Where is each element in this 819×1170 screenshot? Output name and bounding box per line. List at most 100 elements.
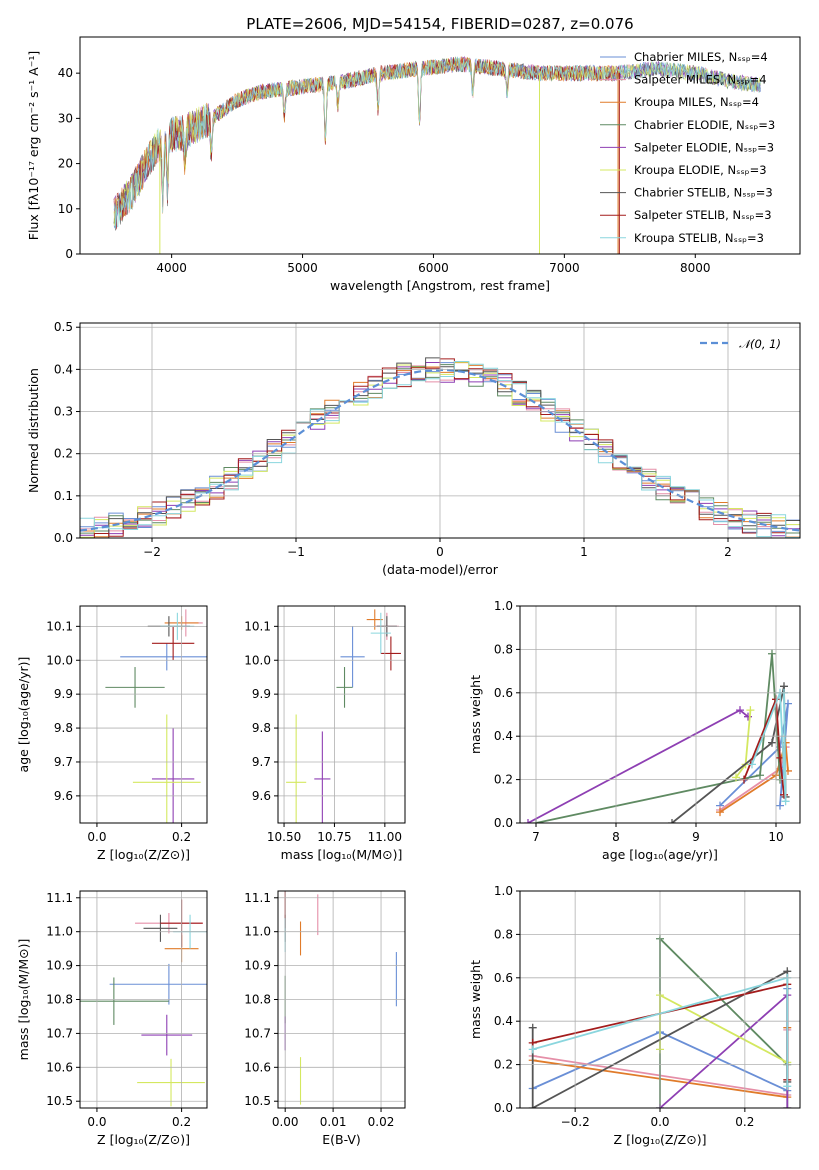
weight-vs-Z-plot-area — [528, 934, 792, 1108]
spectrum-x-tick-label: 5000 — [287, 261, 318, 275]
mass-vs-Z-frame — [79, 890, 208, 1109]
age-vs-Z-ylabel: age [log₁₀(age/yr)] — [16, 657, 31, 773]
legend-label-0: Chabrier MILES, Nₛₛₚ=4 — [634, 50, 768, 64]
spectrum-title: PLATE=2606, MJD=54154, FIBERID=0287, z=0… — [246, 15, 633, 33]
age-vs-mass-y-tick-label: 10.0 — [244, 653, 271, 667]
residuals-x-tick-label: 1 — [580, 545, 588, 559]
weight-vs-Z-xlabel: Z [log₁₀(Z/Z⊙)] — [614, 1132, 707, 1147]
age-vs-Z-x-tick-label: 0.0 — [87, 830, 106, 844]
weight-line-8 — [751, 692, 787, 802]
spectrum-y-tick-label: 20 — [58, 157, 73, 171]
spectrum-frame — [79, 36, 801, 255]
mass-vs-Z-y-tick-label: 11.0 — [46, 925, 73, 939]
weight-vs-age-x-tick-label: 9 — [692, 830, 700, 844]
legend-label-4: Salpeter ELODIE, Nₛₛₚ=3 — [634, 140, 774, 154]
weight-vs-age-ylabel: mass weight — [468, 675, 483, 754]
residuals-ylabel: Normed distribution — [26, 368, 41, 493]
spectrum-y-tick-label: 30 — [58, 111, 73, 125]
weight-vs-Z-x-tick-label: 0.0 — [650, 1115, 669, 1129]
weight-vs-Z-x-tick-label: 0.2 — [735, 1115, 754, 1129]
residuals-y-tick-label: 0.4 — [54, 362, 73, 376]
mass-vs-ebv-y-tick-label: 10.7 — [244, 1026, 271, 1040]
weight-marker-8 — [783, 1082, 792, 1091]
spectrum-x-tick-label: 6000 — [418, 261, 449, 275]
age-vs-mass-x-tick-label: 10.75 — [317, 830, 351, 844]
age-vs-mass-plot-area — [286, 609, 401, 823]
residuals-x-tick-label: −2 — [143, 545, 161, 559]
mass-vs-ebv-x-tick-label: 0.01 — [320, 1115, 347, 1129]
mass-vs-Z-y-tick-label: 10.7 — [46, 1026, 73, 1040]
mass-vs-Z-y-tick-label: 10.8 — [46, 993, 73, 1007]
weight-line-4 — [527, 709, 749, 823]
weight-marker-5 — [732, 773, 740, 782]
weight-vs-age-plot-area — [524, 649, 792, 823]
mass-vs-ebv-xlabel: E(B-V) — [322, 1132, 361, 1147]
mass-vs-Z-panel: 0.0 0.2 10.5 10.6 10.7 10.8 10.9 11.0 11.1 Z [log… — [16, 890, 208, 1147]
spectrum-line-5 — [113, 57, 761, 227]
age-vs-mass-panel: 10.50 10.75 11.00 9.6 9.7 9.8 9.9 10.0 10.1 mass … — [244, 605, 406, 862]
spectrum-y-tick-label: 10 — [58, 202, 73, 216]
mass-vs-ebv-y-tick-label: 11.1 — [244, 891, 271, 905]
weight-vs-Z-y-tick-label: 0.0 — [494, 1101, 513, 1115]
age-vs-Z-y-tick-label: 10.0 — [46, 653, 73, 667]
spectrum-x-tick-label: 4000 — [156, 261, 187, 275]
weight-line-6 — [671, 686, 787, 823]
residuals-y-tick-label: 0.0 — [54, 531, 73, 545]
residuals-y-tick-label: 0.2 — [54, 447, 73, 461]
weight-vs-age-y-tick-label: 1.0 — [494, 599, 513, 613]
mass-vs-ebv-y-tick-label: 11.0 — [244, 925, 271, 939]
mass-vs-Z-x-tick-label: 0.0 — [87, 1115, 106, 1129]
weight-marker-6 — [528, 1023, 537, 1032]
weight-vs-age-x-tick-label: 8 — [612, 830, 620, 844]
mass-vs-Z-y-tick-label: 10.9 — [46, 959, 73, 973]
weight-marker-8 — [528, 1045, 537, 1054]
mass-vs-ebv-x-tick-label: 0.00 — [272, 1115, 299, 1129]
residuals-xlabel: (data-model)/error — [382, 562, 499, 577]
residuals-panel: −2 −1 0 1 2 0.0 0.1 0.2 0.3 0.4 0.5 (data-model)/er… — [26, 320, 801, 577]
weight-vs-age-y-tick-label: 0.4 — [494, 729, 513, 743]
legend-label-6: Chabrier STELIB, Nₛₛₚ=3 — [634, 186, 773, 200]
weight-vs-age-y-tick-label: 0.8 — [494, 642, 513, 656]
weight-marker-2 — [716, 808, 724, 817]
weight-vs-Z-ylabel: mass weight — [468, 960, 483, 1039]
weight-vs-Z-y-tick-label: 0.6 — [494, 971, 513, 985]
mass-vs-ebv-plot-area — [284, 891, 397, 1105]
weight-marker-3 — [768, 649, 776, 658]
weight-marker-7 — [780, 790, 788, 799]
weight-vs-age-x-tick-label: 10 — [768, 830, 783, 844]
legend-label-3: Chabrier ELODIE, Nₛₛₚ=3 — [634, 118, 775, 132]
mass-vs-ebv-y-tick-label: 10.9 — [244, 959, 271, 973]
spectrum-x-tick-label: 7000 — [549, 261, 580, 275]
age-vs-Z-y-tick-label: 9.7 — [54, 755, 73, 769]
spectrum-line-8 — [113, 56, 761, 229]
weight-vs-age-xlabel: age [log₁₀(age/yr)] — [602, 847, 718, 862]
residuals-x-tick-label: 2 — [724, 545, 732, 559]
residuals-frame — [79, 322, 801, 539]
weight-vs-Z-y-tick-label: 1.0 — [494, 884, 513, 898]
age-vs-Z-y-tick-label: 10.1 — [46, 619, 73, 633]
weight-marker-6 — [668, 819, 676, 823]
weight-marker-4 — [783, 1104, 792, 1108]
spectrum-x-tick-label: 8000 — [680, 261, 711, 275]
spectrum-panel: 4000 5000 6000 7000 8000 0 10 20 30 40 wavelength … — [26, 15, 801, 293]
weight-vs-Z-y-tick-label: 0.2 — [494, 1058, 513, 1072]
age-vs-mass-frame — [277, 605, 406, 824]
weight-marker-6 — [528, 1104, 537, 1108]
weight-vs-age-frame — [519, 605, 801, 824]
weight-marker-6 — [768, 738, 776, 747]
age-vs-mass-y-tick-label: 9.8 — [252, 721, 271, 735]
legend-label-1: Salpeter MILES, Nₛₛₚ=4 — [634, 73, 767, 87]
age-vs-Z-y-tick-label: 9.6 — [54, 789, 73, 803]
age-vs-mass-y-tick-label: 10.1 — [244, 619, 271, 633]
age-vs-Z-plot-area — [105, 609, 207, 823]
mass-vs-Z-y-tick-label: 10.5 — [46, 1094, 73, 1108]
mass-vs-Z-plot-area — [80, 899, 207, 1107]
weight-marker-0 — [776, 801, 784, 810]
weight-vs-Z-y-tick-label: 0.4 — [494, 1014, 513, 1028]
age-vs-Z-xlabel: Z [log₁₀(Z/Z⊙)] — [97, 847, 190, 862]
age-vs-Z-panel: 0.0 0.2 9.6 9.7 9.8 9.9 10.0 10.1 Z [log₁₀(Z/Z⊙)… — [16, 605, 208, 862]
weight-marker-4 — [736, 706, 744, 715]
weight-vs-age-y-tick-label: 0.0 — [494, 816, 513, 830]
residuals-x-tick-label: −1 — [287, 545, 305, 559]
weight-vs-age-x-tick-label: 7 — [532, 830, 540, 844]
